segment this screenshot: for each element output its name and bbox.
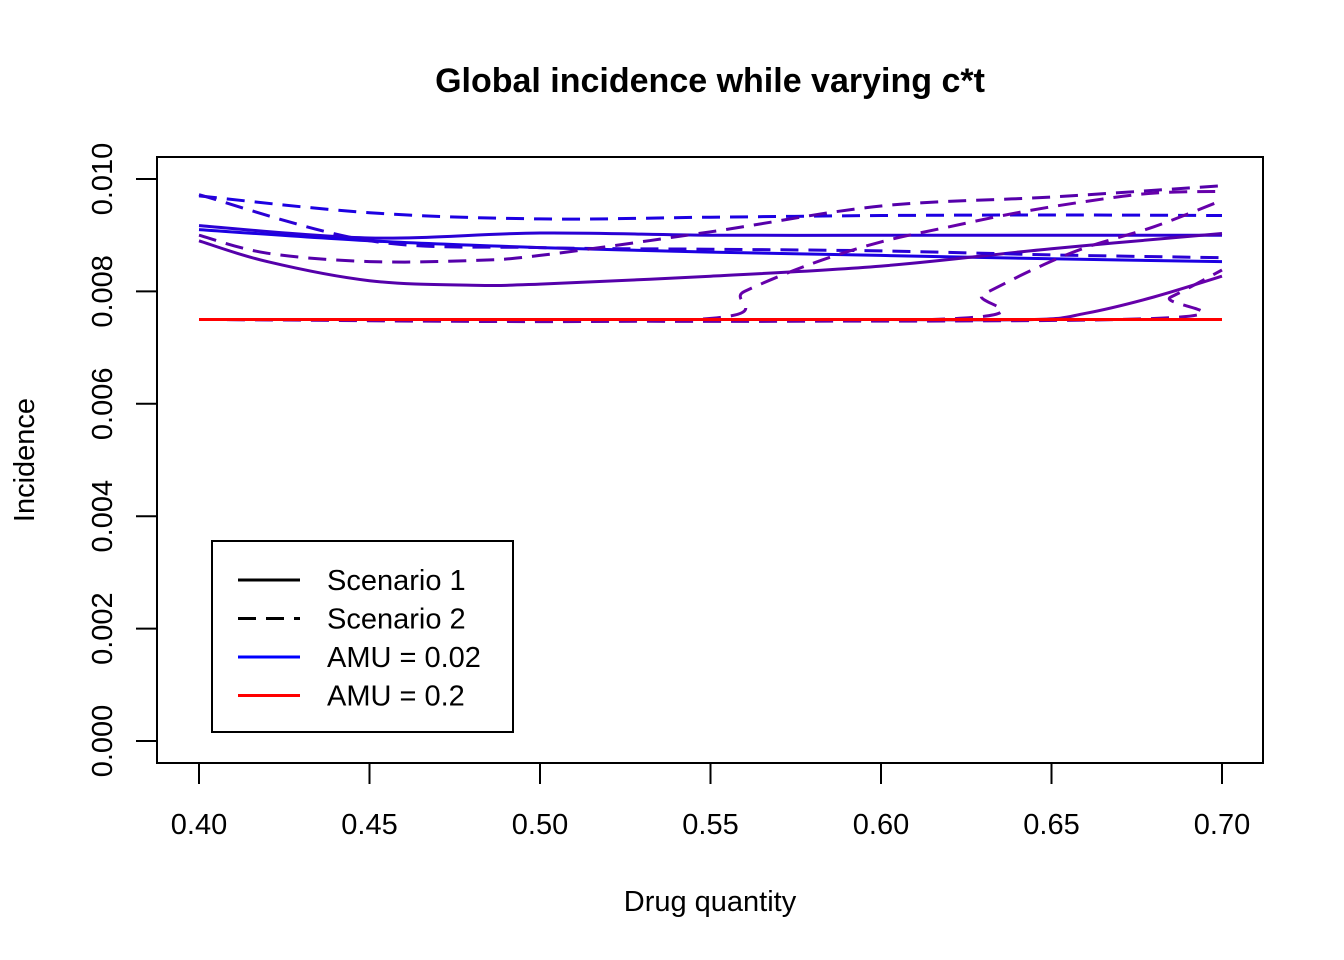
x-tick-label: 0.65	[1023, 809, 1079, 841]
legend-label: Scenario 2	[327, 604, 466, 636]
y-tick-label: 0.000	[87, 705, 119, 778]
x-tick-label: 0.45	[341, 809, 397, 841]
legend-label: AMU = 0.02	[327, 642, 481, 674]
legend-box	[211, 540, 514, 733]
x-axis: 0.40 0.45 0.50 0.55 0.60 0.65 0.70	[171, 762, 1250, 841]
x-tick-label: 0.55	[682, 809, 738, 841]
y-tick-label: 0.010	[87, 143, 119, 216]
y-tick-label: 0.008	[87, 255, 119, 328]
series-line-6	[198, 193, 1223, 260]
legend-label: AMU = 0.2	[327, 681, 465, 713]
series-line-3	[198, 232, 1223, 288]
x-tick-label: 0.70	[1194, 809, 1250, 841]
legend: Scenario 1 Scenario 2 AMU = 0.02 AMU = 0.2	[211, 540, 514, 733]
series-line-4	[198, 274, 1223, 322]
legend-label: Scenario 1	[327, 565, 466, 597]
y-tick-label: 0.006	[87, 368, 119, 441]
y-tick-label: 0.004	[87, 480, 119, 553]
y-axis: 0.000 0.002 0.004 0.006 0.008 0.010	[87, 143, 158, 778]
y-axis-title: Incidence	[9, 398, 41, 522]
x-axis-title: Drug quantity	[624, 886, 797, 918]
x-tick-label: 0.50	[512, 809, 568, 841]
y-tick-label: 0.002	[87, 592, 119, 665]
x-tick-label: 0.60	[853, 809, 909, 841]
series-line-9	[198, 199, 1223, 323]
series-line-7	[198, 184, 1223, 264]
series-layer	[198, 184, 1223, 324]
chart-title: Global incidence while varying c*t	[435, 62, 985, 100]
series-line-1	[198, 224, 1222, 240]
x-tick-label: 0.40	[171, 809, 227, 841]
series-line-5	[198, 194, 1223, 221]
